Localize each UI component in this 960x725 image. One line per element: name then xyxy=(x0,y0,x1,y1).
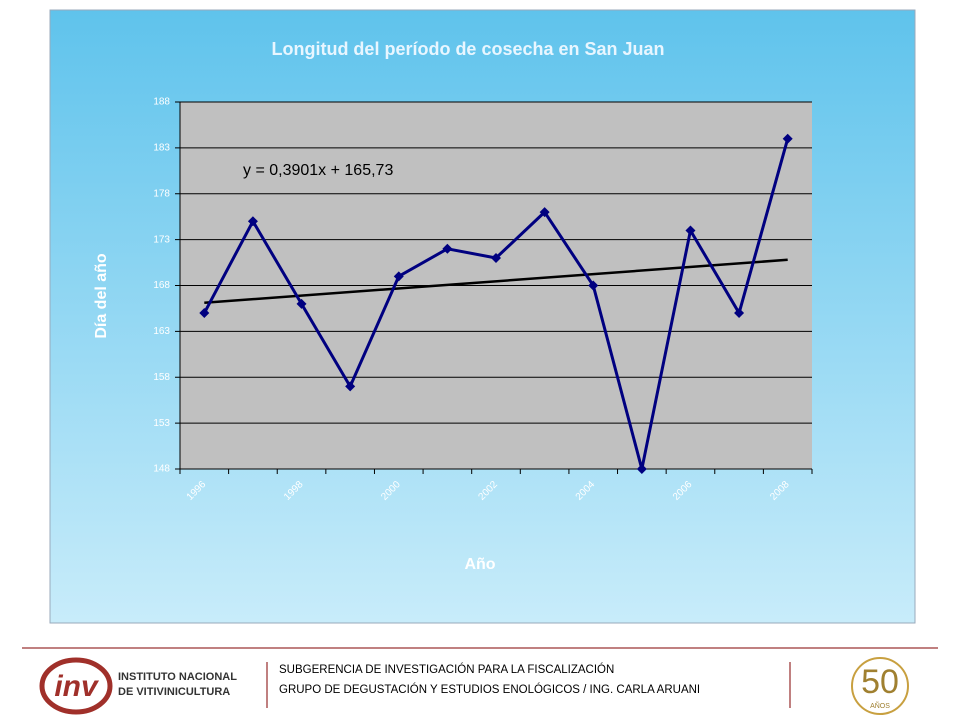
y-tick-label: 163 xyxy=(153,326,170,337)
marker xyxy=(199,308,210,319)
marker xyxy=(588,280,599,291)
y-axis-label: Día del año xyxy=(93,253,110,339)
marker xyxy=(247,216,258,227)
institute: INSTITUTO NACIONAL xyxy=(118,671,237,683)
badge-ring xyxy=(851,657,909,715)
marker xyxy=(442,243,453,254)
marker xyxy=(491,252,501,263)
marker xyxy=(393,271,404,282)
marker xyxy=(345,381,356,392)
logo: inv xyxy=(54,670,100,703)
y-tick-label: 158 xyxy=(153,372,170,383)
y-tick-label: 168 xyxy=(153,280,170,291)
marker xyxy=(296,298,307,309)
badge-sub: AÑOS xyxy=(870,701,890,710)
y-tick-label: 188 xyxy=(153,97,170,108)
y-tick-label: 173 xyxy=(153,234,170,245)
x-axis-label: Año xyxy=(464,556,495,573)
marker xyxy=(685,225,696,236)
marker xyxy=(636,464,647,474)
institute: DE VITIVINICULTURA xyxy=(118,686,230,698)
y-tick-label: 183 xyxy=(153,143,170,154)
badge: 50 xyxy=(861,663,899,701)
y-tick-label: 178 xyxy=(153,188,170,199)
marker xyxy=(734,308,745,319)
y-tick-label: 148 xyxy=(153,464,170,475)
marker xyxy=(539,207,550,218)
logo-ring xyxy=(39,657,113,715)
marker xyxy=(782,133,793,144)
trendline-label: y = 0,3901x + 165,73 xyxy=(243,162,393,179)
footer-line: GRUPO DE DEGUSTACIÓN Y ESTUDIOS ENOLÓGIC… xyxy=(279,683,700,696)
trendline xyxy=(204,258,788,304)
y-tick-label: 153 xyxy=(153,418,170,429)
chart-title: Longitud del período de cosecha en San J… xyxy=(271,39,664,59)
footer-line: SUBGERENCIA DE INVESTIGACIÓN PARA LA FIS… xyxy=(279,663,614,676)
